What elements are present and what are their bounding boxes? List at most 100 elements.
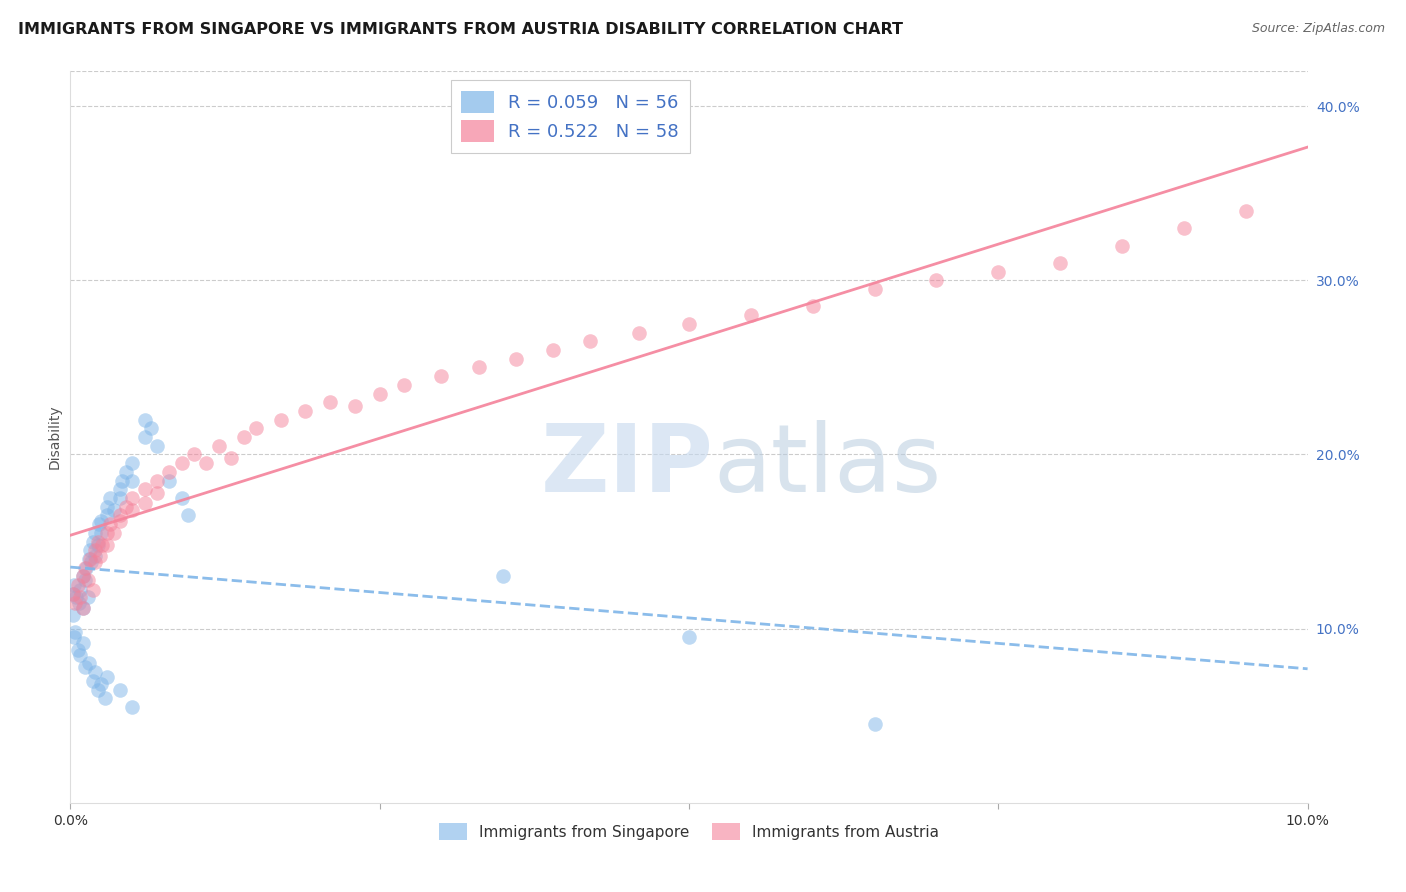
Point <box>925 273 948 287</box>
Point <box>628 326 651 340</box>
Point <box>134 430 156 444</box>
Point <box>76 591 98 605</box>
Point <box>801 300 824 314</box>
Point <box>82 583 104 598</box>
Point <box>121 456 143 470</box>
Point <box>103 525 125 540</box>
Point <box>678 317 700 331</box>
Text: Source: ZipAtlas.com: Source: ZipAtlas.com <box>1251 22 1385 36</box>
Point <box>170 491 193 505</box>
Legend: Immigrants from Singapore, Immigrants from Austria: Immigrants from Singapore, Immigrants fr… <box>433 816 945 847</box>
Point <box>90 525 112 540</box>
Point <box>108 514 131 528</box>
Point <box>84 543 107 558</box>
Point <box>368 386 391 401</box>
Point <box>121 700 143 714</box>
Point <box>94 691 117 706</box>
Point <box>343 399 366 413</box>
Point <box>183 448 205 462</box>
Point <box>115 465 138 479</box>
Point <box>77 552 100 566</box>
Point <box>134 496 156 510</box>
Point <box>430 369 453 384</box>
Point <box>98 491 121 505</box>
Point <box>66 642 89 657</box>
Point <box>245 421 267 435</box>
Point <box>146 439 169 453</box>
Point <box>319 395 342 409</box>
Point <box>863 282 886 296</box>
Point <box>62 607 84 622</box>
Point <box>69 648 91 662</box>
Point <box>863 717 886 731</box>
Point <box>76 573 98 587</box>
Point <box>492 569 515 583</box>
Point <box>62 587 84 601</box>
Point <box>69 591 91 605</box>
Y-axis label: Disability: Disability <box>48 405 62 469</box>
Point <box>84 665 107 680</box>
Point <box>86 682 108 697</box>
Point <box>69 583 91 598</box>
Point <box>82 534 104 549</box>
Point <box>1173 221 1195 235</box>
Point <box>90 677 112 691</box>
Point <box>65 595 87 609</box>
Point <box>294 404 316 418</box>
Point <box>63 631 86 645</box>
Point <box>134 483 156 497</box>
Point <box>1234 203 1257 218</box>
Point <box>90 514 112 528</box>
Point <box>146 474 169 488</box>
Point <box>63 578 86 592</box>
Point <box>75 560 97 574</box>
Point <box>72 600 94 615</box>
Point <box>80 556 103 570</box>
Point <box>740 308 762 322</box>
Point <box>115 500 138 514</box>
Point <box>84 556 107 570</box>
Point <box>66 578 89 592</box>
Point <box>121 503 143 517</box>
Point <box>79 552 101 566</box>
Point <box>505 351 527 366</box>
Point <box>1049 256 1071 270</box>
Point <box>77 657 100 671</box>
Point <box>139 421 162 435</box>
Point <box>111 474 134 488</box>
Point <box>75 660 97 674</box>
Point <box>86 534 108 549</box>
Point <box>232 430 254 444</box>
Point <box>72 600 94 615</box>
Point <box>1111 238 1133 252</box>
Point <box>134 412 156 426</box>
Text: ZIP: ZIP <box>541 420 714 512</box>
Point <box>96 670 118 684</box>
Point <box>177 508 200 523</box>
Point <box>89 549 111 563</box>
Point <box>108 491 131 505</box>
Point <box>270 412 292 426</box>
Point <box>541 343 564 357</box>
Point <box>987 265 1010 279</box>
Point <box>84 549 107 563</box>
Point <box>170 456 193 470</box>
Point <box>96 508 118 523</box>
Point <box>75 560 97 574</box>
Point <box>146 485 169 500</box>
Point <box>91 538 114 552</box>
Point <box>65 591 87 605</box>
Point <box>96 538 118 552</box>
Point <box>96 500 118 514</box>
Point <box>579 334 602 349</box>
Point <box>96 525 118 540</box>
Point <box>87 517 110 532</box>
Point <box>157 465 180 479</box>
Point <box>84 525 107 540</box>
Point <box>108 508 131 523</box>
Point <box>121 474 143 488</box>
Point <box>72 569 94 583</box>
Point <box>65 625 87 640</box>
Point <box>195 456 218 470</box>
Point <box>157 474 180 488</box>
